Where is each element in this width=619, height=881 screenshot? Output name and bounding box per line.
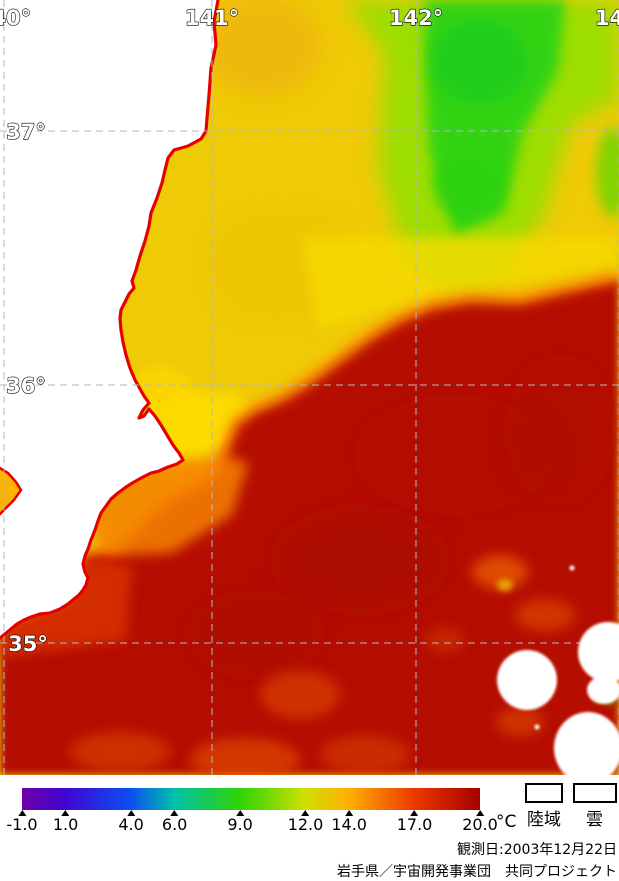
legend-land-label: 陸域 (527, 810, 561, 830)
tick-triangle-icon (127, 810, 136, 816)
colorbar-tick: -1.0 (6, 810, 38, 834)
colorbar-tick: 1.0 (53, 810, 78, 834)
ocean-layer (0, 0, 619, 775)
tick-triangle-icon (18, 810, 26, 816)
lat-label-35: 35° (8, 632, 48, 656)
lat-label-36: 36° (6, 374, 46, 398)
cloud-blob (554, 712, 619, 775)
tick-label: 12.0 (287, 815, 324, 834)
colorbar-tick: 6.0 (162, 810, 187, 834)
lon-label-141: 141° (185, 6, 239, 30)
coastline (0, 0, 220, 640)
colorbar-ticks: -1.0 1.0 4.0 6.0 9.0 12.0 14.0 17.0 20.0 (6, 810, 498, 838)
tick-label: 14.0 (331, 815, 367, 834)
colorbar-gradient (22, 788, 480, 810)
sst-map-svg: 140° 141° 142° 143° 37° 36° 35° (0, 0, 619, 775)
tick-triangle-icon (476, 810, 484, 816)
colorbar-tick: 14.0 (331, 810, 367, 834)
colorbar-tick: 12.0 (287, 810, 324, 834)
grid-labels: 140° 141° 142° 143° 37° 36° 35° (0, 5, 619, 656)
colorbar-tick: 4.0 (118, 810, 144, 834)
tick-label: 9.0 (227, 815, 253, 834)
legend-cloud-swatch (573, 783, 617, 803)
tick-triangle-icon (236, 810, 245, 816)
tick-label: 17.0 (396, 815, 433, 834)
colorbar-tick: 20.0 (462, 810, 498, 834)
land-shape (0, 0, 218, 638)
colorbar-tick: 9.0 (227, 810, 253, 834)
cloud-dot (534, 724, 540, 730)
tick-triangle-icon (410, 810, 419, 816)
legend-land-swatch (525, 783, 563, 803)
grid-layer (0, 0, 619, 775)
lon-label-143: 143° (595, 6, 619, 30)
observation-date: 観測日:2003年12月22日 (457, 842, 617, 858)
colorbar-unit-label: °C (496, 812, 517, 832)
lat-label-37: 37° (6, 120, 46, 144)
cloud-blob (497, 650, 557, 710)
cloud-blob (578, 622, 619, 682)
tick-label: 4.0 (118, 815, 144, 834)
credit-line: 岩手県／宇宙開発事業団 共同プロジェクト (337, 864, 617, 880)
lon-label-140: 140° (0, 6, 31, 30)
tick-triangle-icon (170, 810, 179, 816)
tick-label: 1.0 (52, 815, 79, 834)
tick-triangle-icon (301, 810, 310, 816)
lon-label-142: 142° (389, 6, 443, 30)
cloud-blob (587, 676, 619, 704)
cloud-dot (569, 565, 575, 571)
tokyo-bay (0, 466, 23, 516)
tick-label: 6.0 (161, 815, 188, 834)
tick-label: -1.0 (6, 815, 38, 834)
tick-label: 20.0 (462, 815, 498, 834)
tick-triangle-icon (345, 810, 354, 816)
cloud-layer (497, 565, 619, 775)
tick-triangle-icon (61, 810, 70, 816)
colorbar-tick: 17.0 (396, 810, 433, 834)
legend-cloud-label: 雲 (586, 810, 603, 830)
sst-map: 140° 141° 142° 143° 37° 36° 35° (0, 0, 619, 775)
